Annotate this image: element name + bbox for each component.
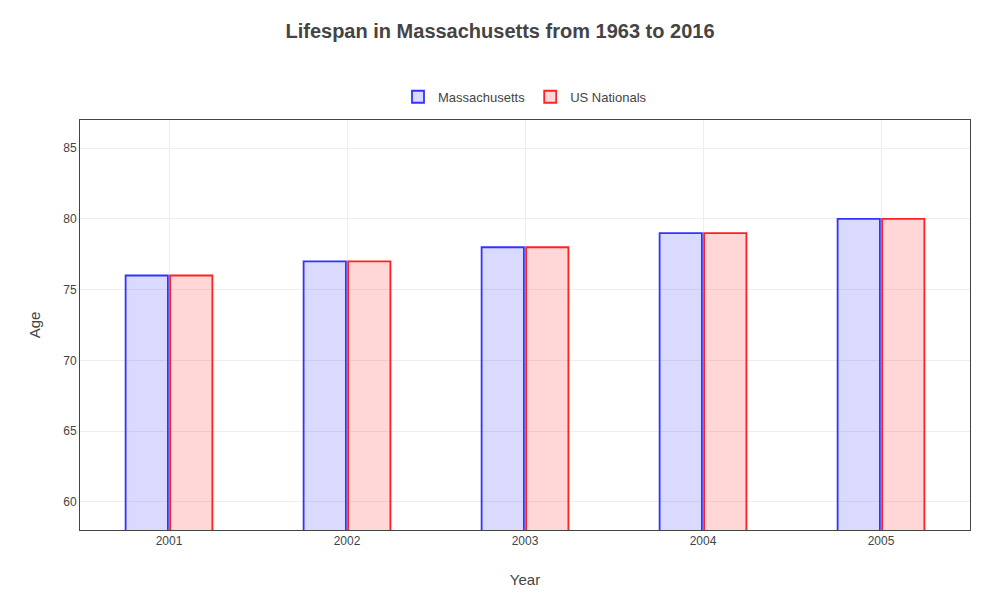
svg-text:2005: 2005 <box>868 534 895 548</box>
svg-text:2004: 2004 <box>690 534 717 548</box>
svg-text:2002: 2002 <box>334 534 361 548</box>
svg-text:Massachusetts: Massachusetts <box>438 90 525 105</box>
svg-text:80: 80 <box>63 212 77 226</box>
svg-text:70: 70 <box>63 354 77 368</box>
svg-text:2001: 2001 <box>156 534 183 548</box>
svg-text:US Nationals: US Nationals <box>570 90 646 105</box>
svg-text:60: 60 <box>63 495 77 509</box>
svg-text:85: 85 <box>63 141 77 155</box>
svg-text:Age: Age <box>26 312 43 339</box>
svg-text:75: 75 <box>63 283 77 297</box>
svg-text:Year: Year <box>510 571 540 588</box>
svg-text:2003: 2003 <box>512 534 539 548</box>
svg-text:Lifespan in Massachusetts from: Lifespan in Massachusetts from 1963 to 2… <box>285 20 714 42</box>
svg-text:65: 65 <box>63 424 77 438</box>
